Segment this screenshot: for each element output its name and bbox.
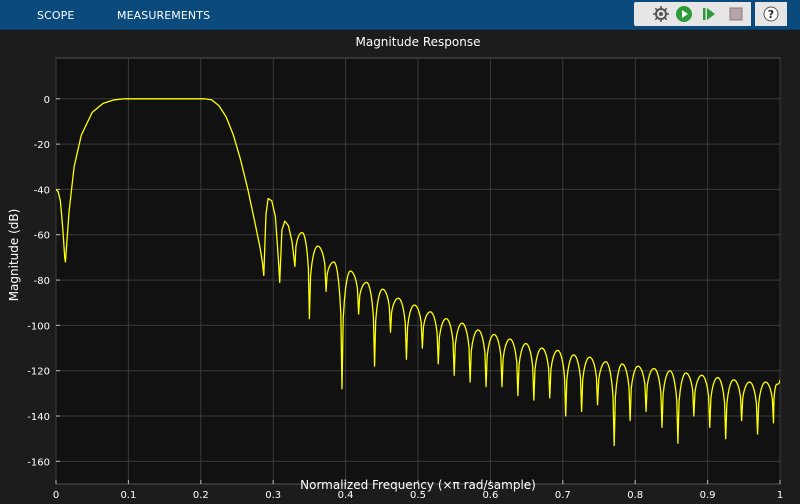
x-tick-label: 0.9: [700, 490, 716, 500]
y-tick-label: -140: [27, 412, 50, 423]
tab-scope[interactable]: SCOPE: [37, 9, 75, 22]
x-tick-label: 0.5: [410, 490, 426, 500]
y-tick-label: -80: [34, 276, 50, 287]
run-icon[interactable]: [674, 4, 694, 24]
toolbar-help: ?: [755, 2, 787, 26]
toolbar-run-controls: [634, 2, 751, 26]
x-tick-label: 0.1: [120, 490, 136, 500]
x-tick-label: 0.2: [193, 490, 209, 500]
x-tick-label: 0.4: [338, 490, 354, 500]
tab-measurements[interactable]: MEASUREMENTS: [117, 9, 211, 22]
x-tick-label: 0.7: [555, 490, 571, 500]
y-tick-label: -120: [27, 367, 50, 378]
x-tick-label: 0.8: [627, 490, 643, 500]
configure-icon[interactable]: [651, 4, 671, 24]
y-tick-labels: 0 -20 -40 -60 -80 -100 -120 -140 -160: [27, 95, 50, 469]
x-tick-label: 0.3: [265, 490, 281, 500]
y-axis-label: Magnitude (dB): [7, 209, 21, 302]
help-icon[interactable]: ?: [761, 4, 781, 24]
x-axis-label: Normalized Frequency (×π rad/sample): [300, 478, 536, 492]
x-tick-labels: 0 0.1 0.2 0.3 0.4 0.5 0.6 0.7 0.8 0.9 1: [53, 490, 783, 501]
toolstrip: SCOPE MEASUREMENTS: [0, 0, 800, 30]
x-tick-label: 1: [777, 490, 783, 500]
step-forward-icon[interactable]: [699, 4, 719, 24]
chart-title: Magnitude Response: [355, 35, 480, 49]
x-tick-label: 0: [53, 490, 59, 500]
grid-lines: [55, 58, 781, 484]
y-tick-label: -20: [34, 140, 50, 151]
plot-area: Magnitude Response 0 0.1 0.2 0.3 0.4 0.5 0.6 0.…: [0, 30, 800, 501]
magnitude-trace: [56, 98, 780, 447]
x-tick-label: 0.6: [482, 490, 498, 500]
y-tick-label: 0: [44, 95, 50, 106]
y-tick-label: -100: [27, 321, 50, 332]
y-tick-label: -160: [27, 457, 50, 468]
stop-icon[interactable]: [726, 4, 746, 24]
y-tick-label: -60: [34, 231, 50, 242]
magnitude-response-chart: Magnitude Response 0 0.1 0.2 0.3 0.4 0.5 0.6 0.…: [7, 35, 783, 501]
svg-text:?: ?: [768, 8, 774, 21]
y-tick-label: -40: [34, 185, 50, 196]
magnitude-line: [56, 98, 780, 447]
